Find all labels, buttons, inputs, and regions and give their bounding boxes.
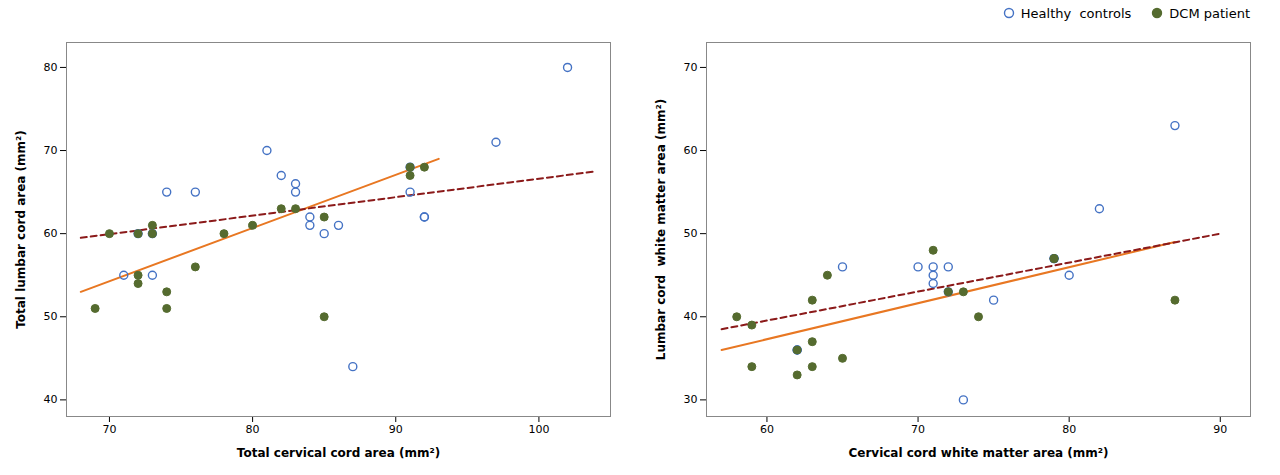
svg-text:90: 90 [389,423,403,436]
svg-text:100: 100 [528,423,549,436]
svg-text:70: 70 [684,61,698,74]
svg-text:Cervical cord white matter are: Cervical cord white matter area (mm²) [848,446,1108,460]
svg-text:Lumbar cord white matter area: Lumbar cord white matter area (mm²) [654,99,668,360]
svg-text:60: 60 [44,227,58,240]
svg-text:70: 70 [102,423,116,436]
svg-text:90: 90 [1213,423,1227,436]
svg-text:40: 40 [684,310,698,323]
svg-text:40: 40 [44,393,58,406]
svg-text:80: 80 [44,61,58,74]
svg-text:80: 80 [246,423,260,436]
svg-text:70: 70 [911,423,925,436]
html-text:DCM patient: DCM patient [1169,5,1250,21]
svg-text:Total lumbar cord area (mm²): Total lumbar cord area (mm²) [14,130,28,329]
svg-text:60: 60 [684,144,698,157]
html-text:Healthy controls: Healthy controls [1020,5,1132,21]
svg-text:80: 80 [1062,423,1076,436]
svg-text:60: 60 [760,423,774,436]
svg-text:50: 50 [44,310,58,323]
svg-text:Total cervical cord area (mm²): Total cervical cord area (mm²) [237,446,440,460]
svg-text:50: 50 [684,227,698,240]
svg-text:30: 30 [684,393,698,406]
svg-text:70: 70 [44,144,58,157]
